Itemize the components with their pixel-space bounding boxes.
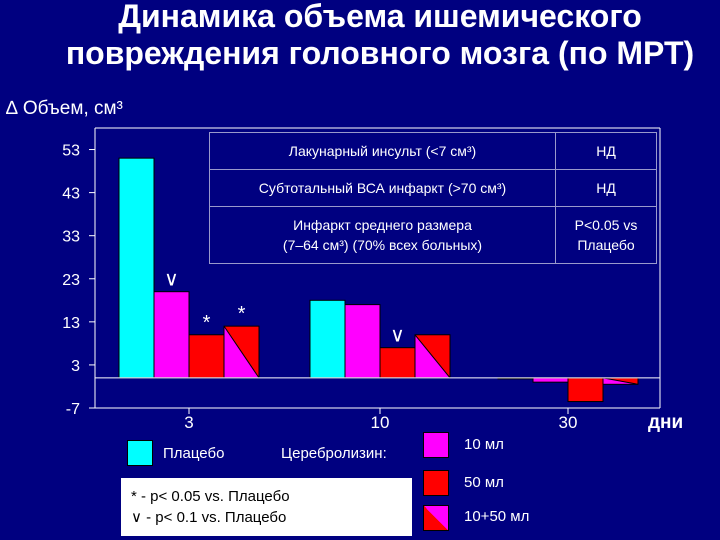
condition-line: Инфаркт среднего размера — [293, 217, 472, 233]
y-tick-label: 13 — [62, 315, 80, 332]
significance-table: Лакунарный инсульт (<7 см³) НД Субтоталь… — [209, 132, 657, 264]
legend-swatch-50ml — [423, 470, 449, 496]
footnote-check: ∨ - p< 0.1 vs. Плацебо — [131, 509, 287, 526]
bar-placebo — [309, 299, 346, 379]
x-unit-label: дни — [648, 412, 683, 433]
legend-swatch-placebo — [127, 440, 153, 466]
bar-50ml — [567, 377, 604, 403]
bar-10ml — [153, 291, 190, 379]
y-tick-label: 3 — [71, 358, 80, 375]
table-row: Инфаркт среднего размера (7–64 см³) (70%… — [209, 206, 657, 264]
table-cell-condition: Субтотальный ВСА инфаркт (>70 см³) — [209, 169, 556, 207]
bar-combo — [602, 377, 639, 385]
y-tick-label: 53 — [62, 143, 80, 160]
bar-50ml — [379, 347, 416, 379]
x-tick-label: 3 — [184, 413, 193, 432]
legend-swatch-10ml — [423, 432, 449, 458]
result-line: P<0.05 vs — [574, 217, 638, 233]
table-row: Лакунарный инсульт (<7 см³) НД — [209, 132, 657, 170]
condition-line: (7–64 см³) (70% всех больных) — [282, 237, 483, 253]
y-tick-label: 43 — [62, 186, 80, 203]
bar-placebo — [118, 157, 155, 379]
table-cell-result: НД — [555, 132, 657, 170]
bar-combo — [414, 334, 451, 379]
annotations: ∨ * * ∨ — [164, 269, 405, 347]
legend-label-combo: 10+50 мл — [464, 508, 530, 525]
chart-title: Динамика объема ишемического повреждения… — [65, 0, 695, 71]
result-line: Плацебо — [577, 237, 635, 253]
table-cell-condition: Инфаркт среднего размера (7–64 см³) (70%… — [209, 206, 556, 264]
legend-label-10ml: 10 мл — [464, 436, 504, 453]
y-tick-label: 33 — [62, 229, 80, 246]
bar-10ml — [532, 377, 569, 383]
y-tick-label: -7 — [66, 401, 80, 418]
x-tick-label: 10 — [371, 413, 390, 432]
y-ticks: 53 43 33 23 13 3 -7 — [62, 143, 95, 418]
legend-label-placebo: Плацебо — [163, 445, 225, 462]
significance-mark: * — [203, 312, 211, 334]
footnote-box: * - p< 0.05 vs. Плацебо ∨ - p< 0.1 vs. П… — [121, 478, 412, 536]
x-tick-label: 30 — [559, 413, 578, 432]
bar-50ml — [188, 334, 225, 379]
table-cell-result: НД — [555, 169, 657, 207]
legend-swatch-combo — [423, 505, 449, 531]
bar-combo — [223, 325, 260, 379]
legend-label-50ml: 50 мл — [464, 474, 504, 491]
significance-mark: ∨ — [164, 269, 179, 291]
bar-10ml — [344, 304, 381, 379]
significance-mark: ∨ — [390, 325, 405, 347]
table-cell-result: P<0.05 vs Плацебо — [555, 206, 657, 264]
x-ticks: 3 10 30 — [184, 408, 577, 432]
y-axis-label: ∆ Объем, см³ — [6, 98, 123, 119]
significance-mark: * — [238, 303, 246, 325]
legend-label-cerebrolysin: Церебролизин: — [281, 445, 387, 462]
footnote-star: * - p< 0.05 vs. Плацебо — [131, 488, 290, 505]
table-cell-condition: Лакунарный инсульт (<7 см³) — [209, 132, 556, 170]
y-tick-label: 23 — [62, 272, 80, 289]
bars — [118, 157, 639, 403]
table-row: Субтотальный ВСА инфаркт (>70 см³) НД — [209, 169, 657, 207]
